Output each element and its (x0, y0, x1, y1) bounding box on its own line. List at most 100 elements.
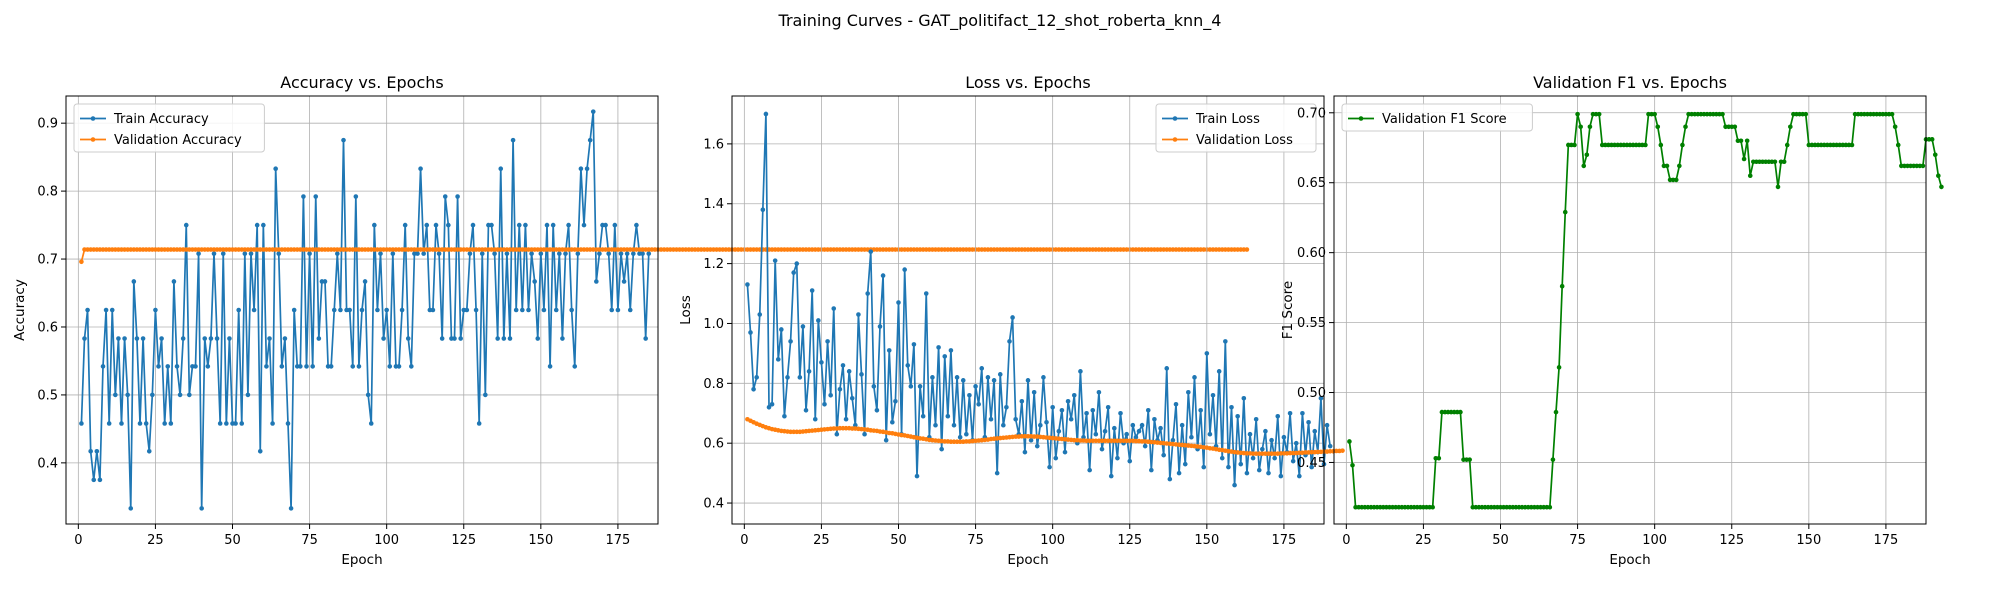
data-point (560, 336, 565, 341)
data-point (553, 307, 559, 313)
legend-label: Validation Accuracy (114, 133, 242, 148)
data-point (566, 222, 571, 228)
data-point (631, 251, 636, 256)
data-point (1038, 422, 1043, 428)
data-point (550, 222, 556, 228)
data-point (350, 364, 356, 369)
data-point (578, 166, 584, 171)
data-point (1581, 163, 1587, 169)
data-point (430, 307, 436, 313)
data-point (504, 251, 510, 256)
data-point (159, 336, 164, 341)
data-point (945, 413, 951, 419)
data-point (1683, 124, 1688, 130)
data-point (1738, 138, 1744, 144)
data-point (1775, 184, 1781, 190)
data-point (1065, 398, 1071, 404)
data-point (483, 392, 488, 398)
data-point (797, 375, 803, 380)
data-point (1118, 410, 1123, 416)
data-point (1068, 416, 1074, 422)
data-point (791, 270, 796, 275)
data-point (251, 307, 257, 313)
data-point (587, 137, 593, 143)
data-point (1266, 470, 1271, 476)
y-axis-label: Accuracy (12, 279, 28, 341)
legend-marker (1358, 116, 1364, 121)
data-point (1115, 455, 1120, 461)
data-point (1164, 366, 1170, 371)
data-point (378, 251, 383, 256)
data-point (347, 307, 352, 313)
data-point (618, 251, 624, 256)
data-point (1939, 184, 1944, 190)
x-tick-label: 25 (1415, 533, 1432, 548)
data-point (1658, 142, 1664, 148)
x-tick-label: 175 (1874, 533, 1899, 548)
legend-box (1155, 103, 1317, 153)
data-point (1741, 156, 1747, 162)
data-point (446, 222, 451, 228)
data-point (1784, 142, 1790, 148)
data-point (1167, 476, 1173, 482)
data-point (640, 251, 645, 256)
x-tick-label: 100 (1040, 533, 1065, 548)
data-point (896, 300, 901, 305)
data-point (1044, 419, 1049, 425)
x-tick-label: 175 (1272, 533, 1297, 548)
y-tick-label: 0.6 (703, 437, 724, 452)
data-point (877, 324, 883, 329)
x-axis-label: Epoch (1007, 552, 1048, 568)
data-point (476, 421, 482, 426)
data-point (563, 251, 568, 256)
data-point (1281, 434, 1287, 440)
data-point (196, 251, 201, 256)
data-point (547, 364, 553, 369)
data-point (1584, 152, 1590, 158)
series-train-accuracy (79, 109, 652, 511)
data-point (874, 407, 880, 413)
data-point (242, 251, 248, 256)
data-point (849, 395, 855, 401)
data-point (529, 251, 534, 256)
data-point (322, 279, 328, 284)
x-tick-label: 175 (606, 533, 631, 548)
x-tick-label: 75 (967, 533, 984, 548)
data-point (211, 251, 217, 256)
data-point (183, 222, 189, 228)
data-point (1142, 443, 1148, 449)
data-point (572, 364, 578, 369)
data-point (150, 392, 155, 398)
legend-box (73, 103, 265, 153)
data-point (1550, 457, 1556, 462)
data-point (1596, 111, 1602, 117)
data-point (1732, 124, 1738, 130)
data-point (745, 282, 750, 287)
data-point (1572, 142, 1577, 148)
data-point (1436, 455, 1442, 461)
data-point (208, 336, 214, 341)
data-point (627, 307, 633, 313)
data-point (279, 364, 285, 369)
subplot-title: Validation F1 vs. Epochs (1533, 73, 1727, 92)
data-point (375, 307, 380, 313)
data-point (180, 336, 186, 341)
data-point (1256, 467, 1262, 473)
data-point (1087, 467, 1092, 473)
data-point (612, 222, 618, 228)
data-point (541, 307, 547, 313)
data-point (109, 307, 115, 313)
data-point (908, 384, 914, 389)
data-point (779, 327, 784, 332)
data-point (270, 421, 275, 426)
x-tick-label: 25 (147, 533, 164, 548)
data-point (106, 421, 112, 426)
data-point (316, 336, 322, 341)
data-point (920, 413, 926, 419)
data-point (646, 251, 652, 256)
data-point (859, 372, 864, 377)
data-point (1145, 407, 1151, 413)
data-point (1219, 455, 1225, 461)
legend: Train Accuracy Validation Accuracy (73, 103, 265, 153)
